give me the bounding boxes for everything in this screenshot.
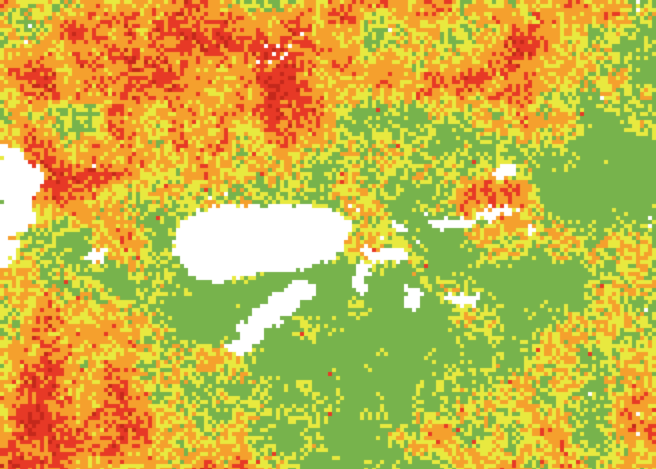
raster-map-canvas [0, 0, 656, 469]
map-viewport [0, 0, 656, 469]
